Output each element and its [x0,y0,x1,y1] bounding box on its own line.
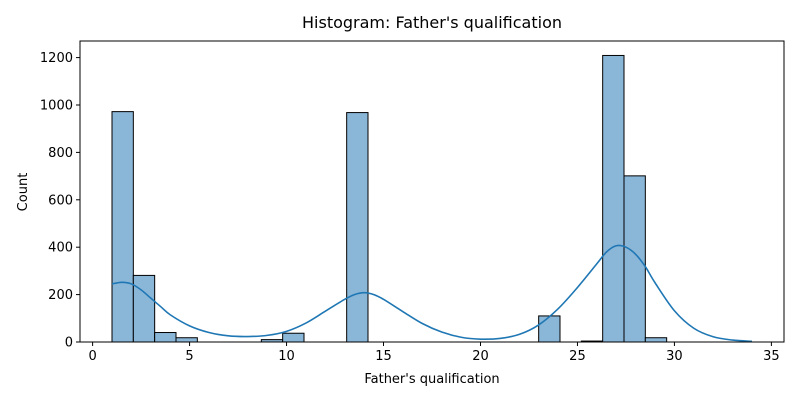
histogram-bar [111,111,134,343]
x-axis-label: Father's qualification [364,372,499,387]
y-tick-label: 200 [48,288,73,303]
histogram-bar [623,175,646,343]
histogram-bar [644,337,668,343]
histogram-bar [154,332,177,343]
chart-title: Histogram: Father's qualification [302,13,562,32]
histogram-bar [132,274,156,343]
histogram-bar [602,54,625,343]
y-tick-label: 1200 [40,51,73,66]
y-axis-label: Count [16,173,31,212]
y-tick-label: 800 [48,146,73,161]
plot-area: 0 5 10 15 20 25 30 35 0 200 400 600 800 1000 1200 [40,40,785,364]
x-tick-label: 0 [88,349,96,364]
x-tick-label: 25 [569,349,586,364]
kde-curve [111,244,753,343]
y-tick-label: 600 [48,193,73,208]
y-tick-label: 0 [65,336,73,351]
x-tick-label: 10 [278,349,295,364]
histogram-bar [346,112,369,343]
y-tick-label: 1000 [40,98,73,113]
x-tick-label: 20 [472,349,489,364]
histogram-bar [175,337,198,343]
histogram-bar [282,332,305,343]
x-tick-label: 35 [763,349,780,364]
axes-frame [79,40,785,343]
histogram-bar [538,315,561,343]
x-tick-label: 15 [375,349,392,364]
y-tick-label: 400 [48,241,73,256]
x-tick-label: 5 [185,349,193,364]
x-tick-label: 30 [666,349,683,364]
